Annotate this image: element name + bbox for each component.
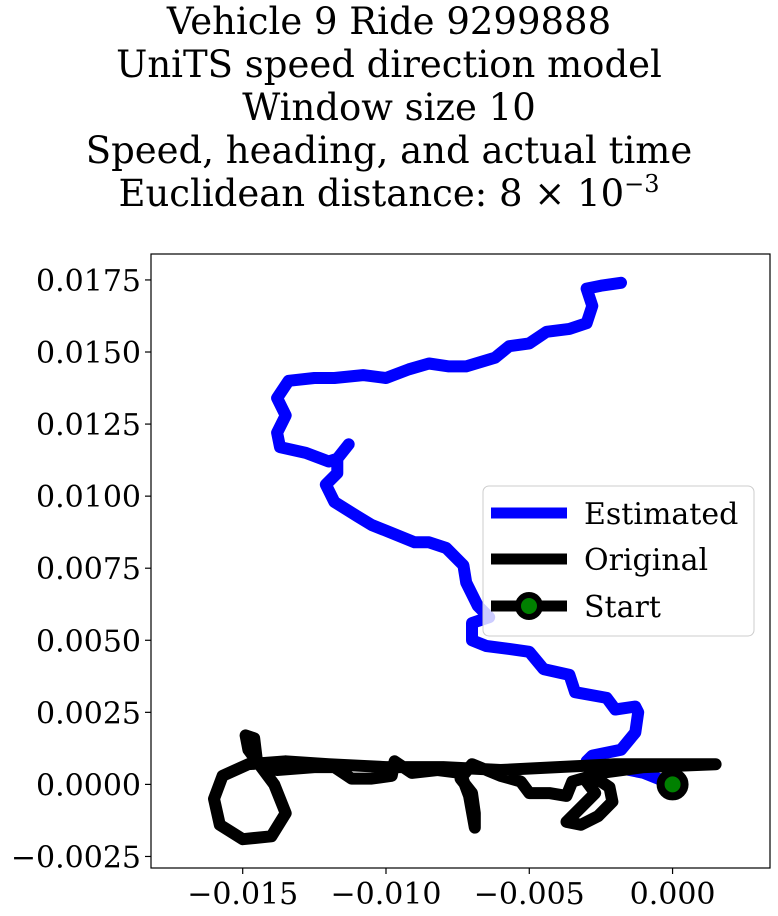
y-tick-label: 0.0175 <box>36 264 141 299</box>
series-layer <box>208 276 722 846</box>
title-line-5: Euclidean distance: 8 × 10−3 <box>0 172 778 215</box>
y-tick-label: 0.0050 <box>36 624 141 659</box>
title-exponent: −3 <box>624 170 660 198</box>
y-tick-label: 0.0125 <box>36 408 141 443</box>
legend-box <box>482 485 755 637</box>
x-tick-label: −0.005 <box>474 877 585 912</box>
x-tick-label: 0.000 <box>630 877 716 912</box>
legend-label-estimated: Estimated <box>584 497 738 532</box>
y-tick-label: 0.0150 <box>36 336 141 371</box>
x-tick-label: −0.015 <box>187 877 298 912</box>
title-line-4: Speed, heading, and actual time <box>85 129 693 172</box>
title-line-1: Vehicle 9 Ride 9299888 <box>166 0 612 43</box>
y-tick-label: 0.0000 <box>36 768 141 803</box>
series-line-original <box>208 729 722 846</box>
y-axis: −0.0025 0.0000 0.0025 0.0050 0.0075 0.0100 0.0… <box>11 264 151 875</box>
start-marker <box>656 768 689 801</box>
title-line-3: Window size 10 <box>242 86 536 129</box>
title-line-2: UniTS speed direction model <box>116 43 662 86</box>
axes-frame <box>150 253 771 869</box>
y-tick-label: 0.0075 <box>36 552 141 587</box>
legend-swatch-start-marker <box>515 592 543 620</box>
chart-title: Vehicle 9 Ride 9299888 UniTS speed direc… <box>0 0 778 215</box>
x-tick-label: −0.010 <box>330 877 441 912</box>
title-line-5-text: Euclidean distance: 8 × 10 <box>118 172 625 215</box>
legend-label-original: Original <box>584 543 708 578</box>
y-tick-label: 0.0100 <box>36 480 141 515</box>
y-tick-label: −0.0025 <box>11 840 141 875</box>
legend-label-start: Start <box>584 590 661 625</box>
x-axis: −0.015 −0.010 −0.005 0.000 <box>187 868 716 912</box>
series-line-estimated <box>271 276 679 791</box>
legend: Estimated Original Start <box>482 485 755 637</box>
y-tick-label: 0.0025 <box>36 696 141 731</box>
